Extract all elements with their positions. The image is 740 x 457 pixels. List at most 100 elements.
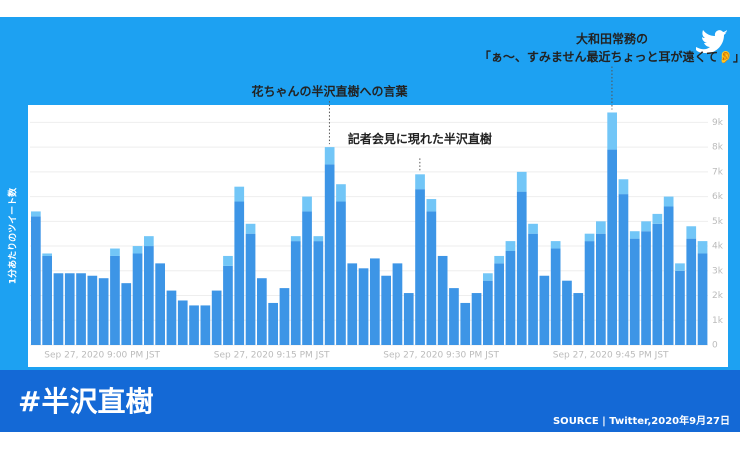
bar-segment <box>483 273 493 281</box>
bar-segment <box>550 248 561 345</box>
bar-segment <box>279 288 290 345</box>
bar-segment <box>584 241 595 345</box>
y-tick-label: 7k <box>712 167 724 177</box>
y-tick-label: 3k <box>712 266 724 276</box>
bar-segment <box>449 288 459 345</box>
bar-segment <box>663 196 674 207</box>
y-tick-label: 4k <box>712 242 724 252</box>
bar-segment <box>268 302 278 345</box>
bar-segment <box>460 302 471 345</box>
y-axis-label: 1分あたりのツイート数 <box>7 187 19 284</box>
bar-segment <box>528 223 538 234</box>
bar-segment <box>31 211 41 217</box>
hashtag: #半沢直樹 <box>18 385 153 418</box>
bar-segment <box>607 112 617 150</box>
bar-segment <box>471 293 482 345</box>
y-tick-label: 8k <box>712 143 724 153</box>
x-tick-label: Sep 27, 2020 9:30 PM JST <box>383 351 499 361</box>
bar-segment <box>516 171 527 192</box>
bar-segment <box>166 290 177 345</box>
bar-segment <box>76 273 86 345</box>
bar-segment <box>629 238 640 345</box>
bar-segment <box>290 236 301 242</box>
bar-segment <box>437 255 448 345</box>
bar-segment <box>697 241 708 254</box>
bar-segment <box>618 194 629 345</box>
bar-segment <box>200 305 211 345</box>
source: SOURCE | Twitter,2020年9月27日 <box>553 414 730 427</box>
bar-segment <box>426 211 437 345</box>
bar-segment <box>652 223 663 345</box>
bar-segment <box>584 233 595 242</box>
bar-segment <box>245 233 256 345</box>
x-tick-label: Sep 27, 2020 9:45 PM JST <box>553 351 669 361</box>
annotation: 記者会見に現れた半沢直樹 <box>348 131 492 146</box>
bar-segment <box>53 273 64 345</box>
bar-segment <box>403 293 414 345</box>
bar-segment <box>505 251 516 345</box>
bar-segment <box>675 263 685 271</box>
bar-segment <box>324 147 335 165</box>
y-tick-label: 5k <box>712 217 724 227</box>
bar-segment <box>697 253 708 345</box>
bar-segment <box>189 305 199 345</box>
bar-segment <box>494 263 504 345</box>
bar-segment <box>347 263 358 345</box>
bar-segment <box>257 278 267 345</box>
bar-segment <box>596 233 606 345</box>
bar-segment <box>663 206 674 345</box>
bar-segment <box>121 283 132 345</box>
bar-segment <box>211 290 222 345</box>
bar-segment <box>426 199 437 212</box>
bar-segment <box>223 265 233 345</box>
bar-segment <box>290 241 301 345</box>
bar-segment <box>302 196 312 212</box>
bar-segment <box>155 263 165 345</box>
bar-segment <box>596 221 606 234</box>
bar-segment <box>539 275 550 345</box>
bar-segment <box>629 231 640 239</box>
bar-segment <box>505 241 516 251</box>
bar-segment <box>381 275 391 345</box>
bar-segment <box>132 253 143 345</box>
bar-segment <box>686 226 697 239</box>
bar-segment <box>483 280 493 345</box>
bar-segment <box>98 278 109 345</box>
bar-segment <box>415 189 425 345</box>
bar-segment <box>87 275 98 345</box>
x-tick-label: Sep 27, 2020 9:15 PM JST <box>214 351 330 361</box>
twitter-logo <box>696 30 727 54</box>
bar-segment <box>42 255 52 345</box>
bar-segment <box>618 179 629 195</box>
bar-segment <box>652 213 663 224</box>
bar-segment <box>516 191 527 345</box>
bar-segment <box>110 255 120 345</box>
bar-segment <box>675 270 685 345</box>
bar-segment <box>494 255 504 264</box>
bar-segment <box>302 211 312 345</box>
bar-segment <box>415 174 425 190</box>
bar-segment <box>607 149 617 345</box>
bar-segment <box>686 238 697 345</box>
bar-segment <box>245 223 256 234</box>
bar-segment <box>144 236 154 247</box>
bar-segment <box>132 246 143 254</box>
y-tick-label: 1k <box>712 316 724 326</box>
bar-segment <box>550 241 561 249</box>
bar-segment <box>336 201 346 345</box>
bar-segment <box>144 246 154 345</box>
bar-segment <box>336 184 346 202</box>
bar-segment <box>42 253 52 256</box>
annotation: 「ぁ〜、すみません最近ちょっと耳が遠くて👂」 <box>479 49 740 64</box>
annotation: 花ちゃんの半沢直樹への言葉 <box>251 84 408 99</box>
y-tick-label: 6k <box>712 192 724 202</box>
bar-segment <box>313 236 324 242</box>
bar-segment <box>234 186 245 202</box>
y-tick-label: 0 <box>712 341 718 351</box>
bar-segment <box>64 273 75 345</box>
bar-segment <box>31 216 41 345</box>
bar-segment <box>573 293 584 345</box>
bar-segment <box>234 201 245 345</box>
annotation: 大和田常務の <box>576 31 648 46</box>
